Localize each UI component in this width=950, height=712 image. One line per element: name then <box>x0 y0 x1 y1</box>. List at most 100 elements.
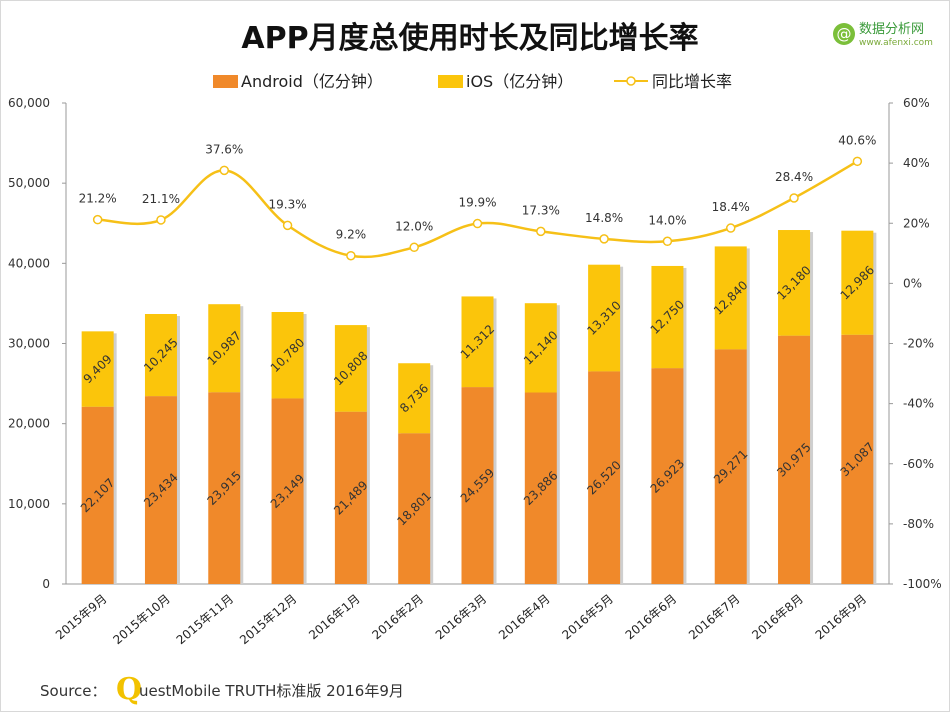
category-label: 2015年11月 <box>174 592 236 648</box>
growth-point <box>599 234 609 244</box>
legend-android-label: Android（亿分钟） <box>241 72 383 91</box>
bar-ios <box>81 331 114 407</box>
bar-ios <box>588 264 621 372</box>
bar-android <box>714 349 747 584</box>
growth-label: 19.3% <box>269 197 307 211</box>
category-label: 2016年6月 <box>623 592 680 643</box>
right-tick-label: -20% <box>903 337 934 351</box>
left-tick-label: 10,000 <box>8 497 50 511</box>
right-tick-label: 40% <box>903 156 930 170</box>
source-q-logo: Q <box>116 672 142 707</box>
right-tick-label: -80% <box>903 517 934 531</box>
growth-point <box>472 218 483 229</box>
bars <box>81 230 877 584</box>
growth-label: 19.9% <box>458 196 496 210</box>
legend-growth-label: 同比增长率 <box>652 72 732 91</box>
growth-point <box>789 193 799 203</box>
bar-ios <box>144 314 177 397</box>
left-tick-label: 50,000 <box>8 176 50 190</box>
category-label: 2016年5月 <box>559 592 616 643</box>
right-tick-label: -60% <box>903 457 934 471</box>
bar-ios <box>714 246 747 350</box>
growth-point <box>282 220 293 231</box>
growth-label: 21.2% <box>79 192 117 206</box>
chart-title: APP月度总使用时长及同比增长率 <box>241 21 698 56</box>
bar-android <box>334 411 367 584</box>
growth-label: 18.4% <box>712 200 750 214</box>
bar-ios <box>398 363 431 434</box>
source-prefix: Source： <box>40 682 107 700</box>
growth-point <box>346 250 356 261</box>
growth-label: 28.4% <box>775 170 813 184</box>
legend-ios-label: iOS（亿分钟） <box>466 72 573 91</box>
bar-android <box>81 406 114 584</box>
category-label: 2016年4月 <box>496 592 553 643</box>
growth-point <box>219 165 230 176</box>
growth-label: 17.3% <box>522 203 560 217</box>
right-tick-label: -40% <box>903 397 934 411</box>
category-label: 2016年7月 <box>686 592 743 643</box>
bar-android <box>524 392 557 584</box>
growth-point <box>156 215 166 225</box>
left-tick-label: 0 <box>42 577 50 591</box>
right-tick-labels: -100% -80% -60% -40% -20% 0% 20% 40% 60% <box>889 96 942 591</box>
legend-growth-marker <box>626 76 636 86</box>
logo-sub-text: www.afenxi.com <box>859 38 933 48</box>
bar-android <box>778 335 811 584</box>
bar-android <box>271 398 304 584</box>
growth-label: 14.8% <box>585 211 623 225</box>
growth-point <box>92 214 103 225</box>
growth-line-layer: 21.2% 21.1% 37.6% 19.3% 9.2% 12.0% 19.9% 17.3% 1… <box>79 133 876 261</box>
left-tick-label: 20,000 <box>8 417 50 431</box>
right-tick-label: 60% <box>903 96 930 110</box>
bar-ios <box>524 303 557 393</box>
bar-ios <box>271 312 304 399</box>
bar-android <box>651 368 684 584</box>
logo-main-text: 数据分析网 <box>859 22 924 37</box>
bar-android <box>208 392 241 584</box>
bar-android <box>144 396 177 584</box>
legend: Android（亿分钟） iOS（亿分钟） 同比增长率 <box>213 72 732 91</box>
category-label: 2016年3月 <box>433 592 490 643</box>
left-tick-label: 60,000 <box>8 96 50 110</box>
growth-label: 9.2% <box>336 228 367 242</box>
growth-label: 21.1% <box>142 192 180 206</box>
growth-point <box>725 223 736 233</box>
category-label: 2016年9月 <box>813 592 870 643</box>
category-label: 2015年9月 <box>53 592 110 643</box>
logo-glyph: @ <box>837 25 852 43</box>
category-labels: 2015年9月 2015年10月 2015年11月 2015年12月 2016年1月 20… <box>53 592 869 648</box>
source-rest: uestMobile TRUTH标准版 2016年9月 <box>139 682 404 700</box>
category-label: 2015年12月 <box>237 592 299 648</box>
growth-point <box>536 226 546 237</box>
bar-ios <box>841 230 874 335</box>
bar-ios <box>778 230 811 336</box>
growth-label: 14.0% <box>648 213 686 227</box>
right-tick-label: 0% <box>903 276 922 290</box>
legend-android-swatch <box>213 75 238 88</box>
right-tick-label: 20% <box>903 216 930 230</box>
growth-point <box>409 242 419 253</box>
bar-ios <box>334 325 367 412</box>
growth-label: 37.6% <box>205 142 243 156</box>
right-tick-label: -100% <box>903 577 942 591</box>
category-label: 2015年10月 <box>110 592 172 648</box>
legend-ios-swatch <box>438 75 463 88</box>
left-tick-label: 30,000 <box>8 337 50 351</box>
bar-android <box>398 433 431 584</box>
bar-android <box>841 334 874 584</box>
growth-label: 12.0% <box>395 219 433 233</box>
logo-icon <box>833 23 855 45</box>
left-tick-labels: 0 10,000 20,000 30,000 40,000 50,000 60,000 <box>8 96 66 591</box>
bar-ios <box>461 296 494 388</box>
source: Source： Q uestMobile TRUTH标准版 2016年9月 <box>40 672 404 707</box>
left-tick-label: 40,000 <box>8 256 50 270</box>
growth-label: 40.6% <box>838 133 876 147</box>
bar-android <box>461 387 494 584</box>
bar-android <box>588 371 621 584</box>
bar-ios <box>651 265 684 369</box>
logo: @ 数据分析网 www.afenxi.com <box>833 22 933 48</box>
category-label: 2016年2月 <box>369 592 426 643</box>
category-label: 2016年1月 <box>306 592 363 643</box>
